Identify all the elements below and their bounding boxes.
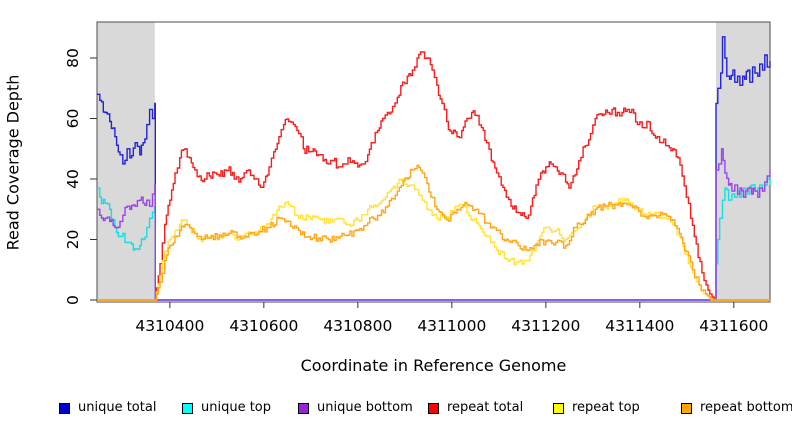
x-axis-title: Coordinate in Reference Genome <box>300 356 567 375</box>
series-line-unique-total <box>97 36 771 301</box>
series-line-unique-bottom <box>97 148 771 301</box>
y-tick-label: 80 <box>64 48 82 68</box>
legend-item-unique-bottom: unique bottom <box>298 401 413 415</box>
legend-item-repeat-top: repeat top <box>553 401 640 415</box>
y-tick-label: 60 <box>64 109 82 129</box>
y-axis-title: Read Coverage Depth <box>3 74 23 251</box>
legend-label-unique-top: unique top <box>201 400 272 415</box>
plot-frame <box>96 21 771 303</box>
y-tick-label: 40 <box>64 169 82 189</box>
series-line-repeat-top <box>97 178 770 301</box>
y-tick-label: 20 <box>64 230 82 250</box>
x-tick-label: 4311600 <box>699 317 768 335</box>
x-tick-label: 4311200 <box>511 317 580 335</box>
legend-item-repeat-bottom: repeat bottom <box>681 401 792 415</box>
masked-region-left-flank <box>97 22 155 301</box>
legend-item-repeat-total: repeat total <box>428 401 523 415</box>
x-tick-label: 4310400 <box>135 317 204 335</box>
legend-label-repeat-top: repeat top <box>572 400 640 415</box>
legend-swatch-repeat-bottom <box>681 402 692 414</box>
x-tick-label: 4311000 <box>417 317 486 335</box>
x-tick-label: 4310600 <box>229 317 298 335</box>
legend: unique total unique top unique bottom repea… <box>0 399 792 419</box>
legend-swatch-repeat-top <box>553 402 564 414</box>
legend-label-repeat-total: repeat total <box>447 400 524 415</box>
x-tick-label: 4310800 <box>323 317 392 335</box>
legend-label-unique-total: unique total <box>78 400 157 415</box>
legend-swatch-unique-bottom <box>298 402 309 414</box>
series-line-repeat-total <box>97 51 770 301</box>
legend-item-unique-top: unique top <box>182 401 271 415</box>
legend-swatch-unique-top <box>182 402 193 414</box>
x-tick-label: 4311400 <box>605 317 674 335</box>
legend-label-unique-bottom: unique bottom <box>317 400 413 415</box>
series-line-repeat-bottom <box>97 164 770 301</box>
legend-label-repeat-bottom: repeat bottom <box>700 400 792 415</box>
legend-swatch-repeat-total <box>428 402 439 414</box>
legend-swatch-unique-total <box>59 402 70 414</box>
y-tick-label: 0 <box>64 295 82 305</box>
legend-item-unique-total: unique total <box>59 401 156 415</box>
